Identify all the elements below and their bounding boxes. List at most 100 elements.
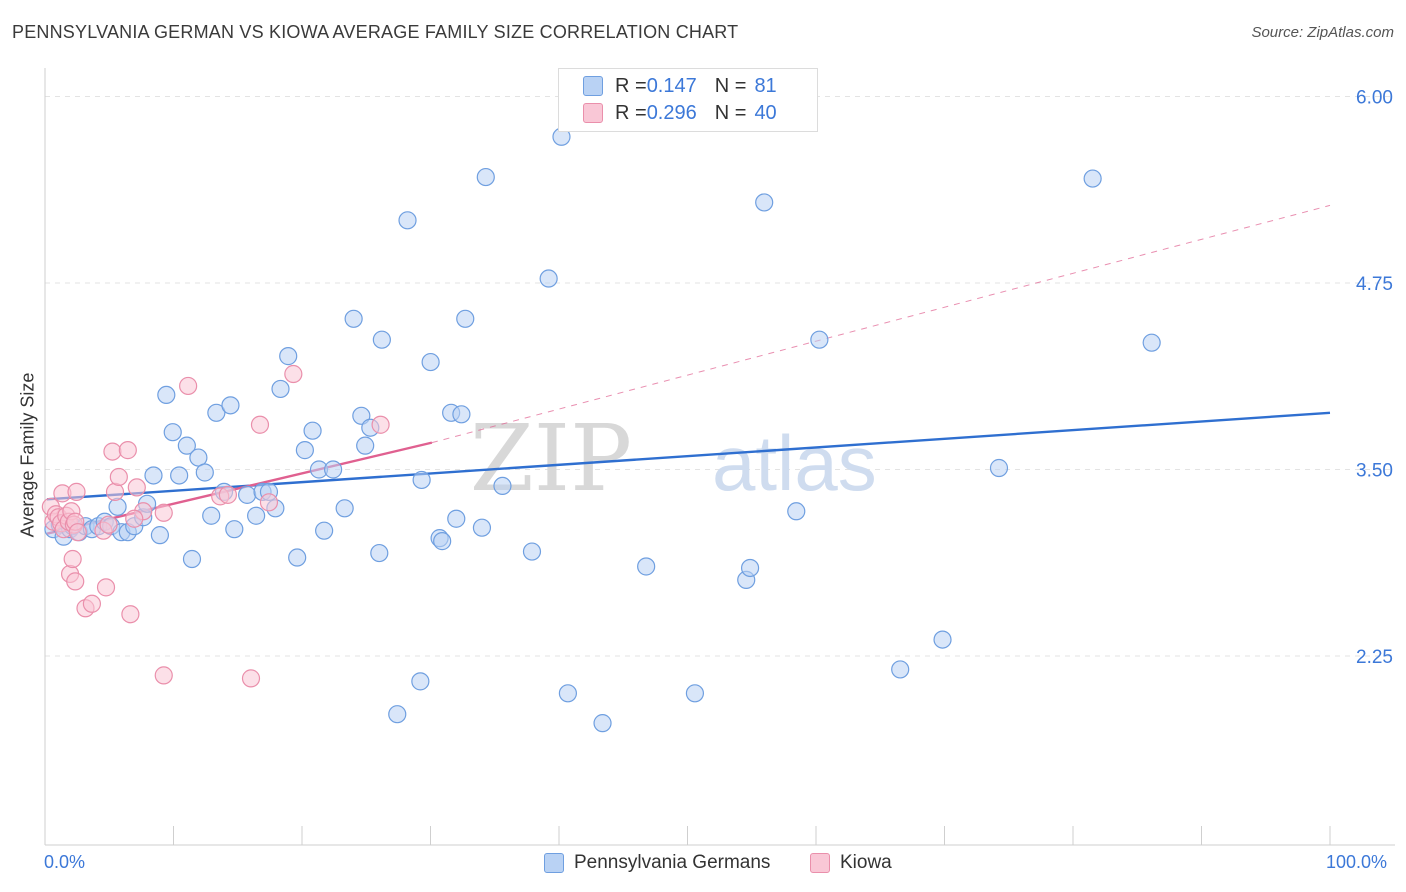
pink-point <box>82 594 102 613</box>
stats-row-kiowa: R = 0.296 N = 40 <box>583 100 777 126</box>
blue-point <box>740 558 760 578</box>
blue-point <box>225 520 244 539</box>
y-tick-labels: 2.25 3.50 4.75 6.00 <box>1356 88 1393 669</box>
blue-point <box>247 506 266 525</box>
blue-trend-line <box>46 411 1331 501</box>
blue-point <box>303 421 322 440</box>
pink-point <box>96 578 116 597</box>
blue-point <box>388 705 407 724</box>
pink-point <box>118 441 137 460</box>
blue-point <box>412 470 431 490</box>
source-label: Source: ZipAtlas.com <box>1251 24 1394 41</box>
blue-point <box>279 347 298 366</box>
blue-point <box>324 460 343 479</box>
watermark-zip: ZIP <box>470 405 632 512</box>
pink-point <box>371 415 390 434</box>
r-label: R = <box>615 101 647 124</box>
blue-point <box>221 396 240 415</box>
legend-item-pennsylvania-germans[interactable]: Pennsylvania Germans <box>544 852 770 874</box>
stats-row-pennsylvania-germans: R = 0.147 N = 81 <box>583 73 777 99</box>
blue-point <box>810 330 829 349</box>
blue-point <box>182 549 202 569</box>
blue-point <box>456 309 475 328</box>
blue-point <box>447 509 466 528</box>
x-axis-max-label: 100.0% <box>1326 852 1388 872</box>
pink-point <box>154 503 173 522</box>
pink-point <box>284 364 303 384</box>
blue-point <box>891 660 910 679</box>
blue-point <box>335 499 354 518</box>
trend-lines <box>46 204 1331 535</box>
n-value: 40 <box>754 101 777 124</box>
pink-point <box>121 605 140 624</box>
y-axis-label: Average Family Size <box>17 372 38 538</box>
pink-point <box>103 442 122 461</box>
blue-point <box>539 269 558 288</box>
series-legend: Pennsylvania Germans Kiowa <box>0 852 1406 878</box>
blue-point <box>593 714 612 733</box>
n-label: N = <box>714 101 747 124</box>
blue-point <box>522 542 542 561</box>
blue-point <box>108 497 127 516</box>
pink-point <box>179 376 198 396</box>
blue-swatch <box>544 853 564 873</box>
blue-point <box>238 485 257 504</box>
blue-point <box>637 557 656 576</box>
blue-point <box>144 466 163 485</box>
blue-point <box>288 548 307 567</box>
blue-point <box>163 423 182 442</box>
n-label: N = <box>714 74 747 97</box>
blue-point <box>433 532 452 551</box>
blue-point <box>989 458 1009 478</box>
blue-point <box>195 463 214 482</box>
x-axis-min-label: 0.0% <box>44 852 86 872</box>
r-value: 0.296 <box>646 101 697 124</box>
blue-point <box>202 506 221 525</box>
blue-point <box>755 193 774 212</box>
blue-point <box>1083 169 1102 188</box>
stats-legend: R = 0.147 N = 81 R = 0.296 N = 40 <box>558 68 818 132</box>
grid-lines <box>45 96 1395 657</box>
pink-point <box>259 493 279 512</box>
pink-trend-extension <box>431 204 1331 444</box>
blue-point <box>344 309 363 328</box>
axes <box>44 68 1395 846</box>
pink-point <box>127 478 146 497</box>
r-label: R = <box>615 74 647 97</box>
pink-point <box>109 467 128 487</box>
blue-point <box>170 466 189 485</box>
pink-point <box>241 669 261 688</box>
blue-point <box>398 211 417 230</box>
scatter-points <box>41 127 1161 733</box>
watermark-atlas: atlas <box>712 419 877 507</box>
pink-point <box>105 482 125 501</box>
legend-item-kiowa[interactable]: Kiowa <box>810 852 892 874</box>
pink-point <box>67 482 86 501</box>
y-tick-label: 4.75 <box>1356 274 1393 295</box>
blue-point <box>370 543 389 563</box>
pink-point <box>125 509 144 528</box>
pink-swatch <box>583 103 603 123</box>
blue-point <box>452 405 471 424</box>
y-tick-label: 6.00 <box>1356 88 1393 109</box>
pink-point <box>218 485 238 504</box>
blue-point <box>372 330 391 349</box>
pink-point <box>250 415 270 434</box>
blue-point <box>271 379 290 399</box>
blue-point <box>472 518 492 537</box>
y-tick-label: 2.25 <box>1356 647 1393 668</box>
chart-title: PENNSYLVANIA GERMAN VS KIOWA AVERAGE FAM… <box>12 22 739 42</box>
blue-point <box>150 526 170 545</box>
legend-label: Kiowa <box>840 852 892 873</box>
blue-point <box>157 385 176 404</box>
r-value: 0.147 <box>646 74 697 97</box>
pink-point <box>63 549 82 569</box>
blue-point <box>177 436 196 455</box>
blue-point <box>1142 333 1161 352</box>
blue-point <box>411 672 430 691</box>
blue-point <box>685 684 705 703</box>
pink-point <box>99 515 118 534</box>
blue-point <box>558 684 577 703</box>
blue-point <box>476 167 495 187</box>
